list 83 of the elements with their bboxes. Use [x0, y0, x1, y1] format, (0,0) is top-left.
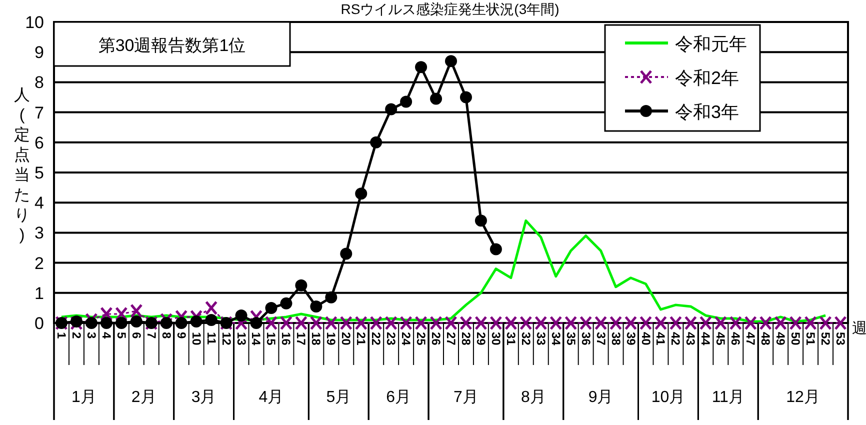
legend-label: 令和元年 [675, 34, 747, 54]
xtick: 20 [339, 332, 354, 346]
annotation: 2月 [131, 389, 156, 406]
xtick: 44 [698, 332, 713, 346]
xtick: 9 [174, 332, 188, 339]
xlabel: 週 [852, 320, 866, 337]
xtick: 15 [264, 332, 278, 346]
annotation: 5月 [326, 389, 352, 406]
annotation: 10月 [651, 389, 686, 406]
xtick: 35 [564, 332, 578, 346]
title: RSウイルス感染症発生状況(3年間) [340, 1, 560, 17]
xtick: 27 [444, 332, 458, 346]
ytick: 8 [34, 73, 44, 92]
xtick: 32 [518, 332, 533, 346]
ytick: 5 [34, 164, 44, 182]
ytick: 9 [34, 43, 44, 62]
xtick: 30 [488, 332, 503, 346]
annotation: 6月 [386, 389, 412, 406]
xtick: 1 [54, 332, 68, 339]
xtick: 38 [608, 332, 623, 346]
xtick: 36 [578, 332, 593, 346]
xtick: 13 [234, 332, 248, 346]
xtick: 41 [654, 332, 668, 346]
xtick: 48 [758, 332, 773, 346]
legend-label: 令和3年 [675, 102, 740, 122]
xtick: 16 [279, 332, 294, 346]
xtick: 51 [804, 332, 818, 346]
ytick: 1 [34, 284, 44, 303]
xtick: 47 [744, 332, 758, 346]
xtick: 45 [714, 332, 728, 346]
xtick: 19 [324, 332, 338, 346]
ytick: 10 [25, 13, 44, 32]
ytick: 4 [34, 194, 44, 213]
xtick: 10 [189, 332, 204, 346]
xtick: 28 [458, 332, 473, 346]
xtick: 52 [818, 332, 833, 346]
xtick: 40 [638, 332, 653, 346]
annotation: 11月 [712, 389, 744, 406]
annotation: 9月 [588, 389, 614, 406]
annotation: 第30週報告数第1位 [98, 36, 246, 55]
xtick: 46 [728, 332, 743, 346]
xtick: 37 [594, 332, 608, 346]
xtick: 8 [159, 332, 174, 339]
ytick: 3 [34, 224, 44, 243]
xtick: 34 [548, 332, 563, 346]
xtick: 31 [504, 332, 518, 346]
ytick: 2 [34, 254, 44, 273]
xtick: 7 [144, 332, 158, 339]
xtick: 29 [474, 332, 488, 346]
xtick: 21 [354, 332, 368, 346]
xtick: 50 [788, 332, 803, 346]
xtick: 5 [114, 332, 128, 339]
xtick: 11 [204, 332, 218, 345]
annotation: 8月 [520, 389, 546, 406]
xtick: 53 [834, 332, 848, 346]
ylabel: 人(定点当たり) [14, 87, 30, 244]
xtick: 23 [384, 332, 398, 346]
xtick: 43 [684, 332, 698, 346]
xtick: 3 [84, 332, 98, 339]
legend-label: 令和2年 [675, 68, 740, 88]
ytick: 6 [34, 133, 44, 152]
xtick: 17 [294, 332, 308, 346]
xtick: 18 [309, 332, 324, 346]
xtick: 25 [414, 332, 428, 346]
ytick: 0 [34, 314, 44, 333]
xtick: 6 [129, 332, 144, 339]
annotation: 12月 [786, 389, 820, 406]
annotation: 1月 [72, 389, 96, 406]
xtick: 42 [668, 332, 683, 346]
xtick: 22 [369, 332, 384, 346]
annotation: 3月 [191, 389, 216, 406]
xtick: 24 [399, 332, 414, 346]
xtick: 39 [624, 332, 638, 346]
xtick: 33 [534, 332, 548, 346]
xtick: 2 [69, 332, 84, 339]
xtick: 4 [99, 332, 114, 339]
xtick: 49 [774, 332, 788, 346]
xtick: 12 [219, 332, 234, 346]
annotation: 7月 [454, 389, 478, 406]
annotation: 4月 [258, 389, 284, 406]
ytick: 7 [34, 103, 44, 122]
xtick: 26 [429, 332, 444, 346]
xtick: 14 [249, 332, 264, 346]
